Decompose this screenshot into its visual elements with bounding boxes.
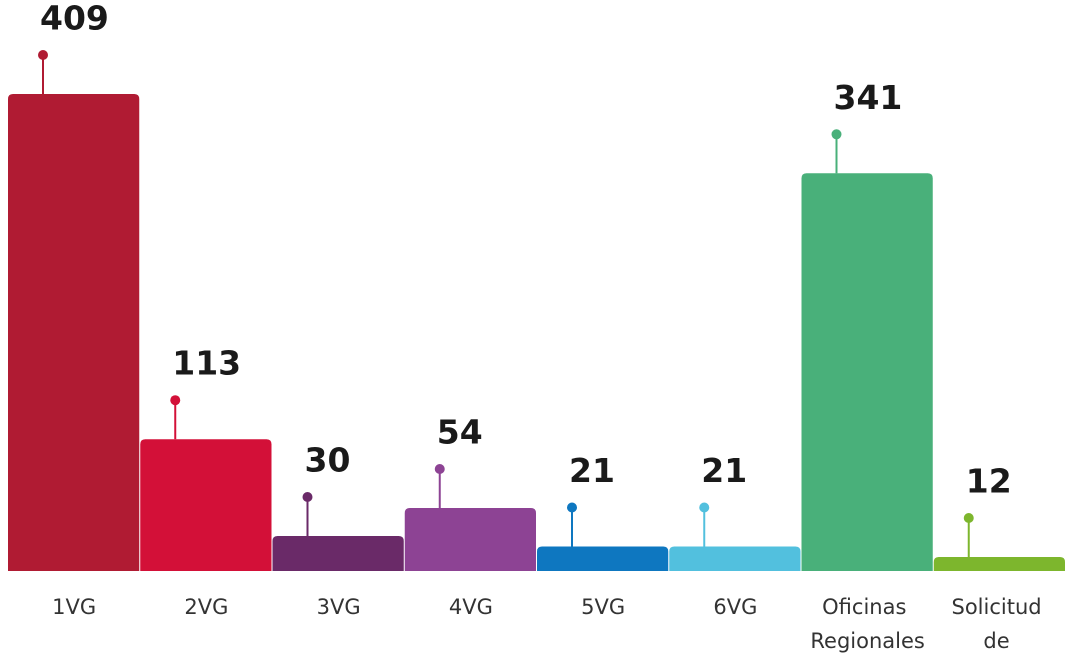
value-label: 341 xyxy=(834,78,903,117)
bar xyxy=(933,557,1065,571)
x-tick-label: 1VG xyxy=(52,595,96,619)
bar xyxy=(140,439,272,571)
bar xyxy=(404,508,536,571)
pin-dot xyxy=(302,492,313,503)
bar xyxy=(272,536,404,571)
value-label: 30 xyxy=(305,441,351,480)
value-label: 54 xyxy=(437,413,483,452)
value-label: 113 xyxy=(172,344,241,383)
x-tick-label: 5VG xyxy=(581,595,625,619)
value-label: 409 xyxy=(40,0,109,38)
value-label: 21 xyxy=(569,451,615,490)
x-tick-label: 4VG xyxy=(449,595,493,619)
x-tick-label: Oficinas Regionales xyxy=(810,595,924,653)
pin-dot xyxy=(699,502,710,513)
bar xyxy=(537,546,669,571)
x-tick-label: 2VG xyxy=(184,595,228,619)
bar xyxy=(669,546,801,571)
value-label: 12 xyxy=(966,462,1012,501)
pin-dot xyxy=(38,50,48,60)
x-tick-label: 6VG xyxy=(713,595,757,619)
value-label: 21 xyxy=(701,451,747,490)
pin-dot xyxy=(170,395,181,406)
pin-dot xyxy=(963,513,974,524)
bar xyxy=(8,94,140,571)
pin-dot xyxy=(831,129,842,140)
pin-dot xyxy=(567,502,577,513)
bar xyxy=(801,173,933,572)
x-tick-label: 3VG xyxy=(317,595,361,619)
pin-dot xyxy=(434,464,445,475)
x-tick-label: Solicitud de apoyo xyxy=(951,595,1048,656)
